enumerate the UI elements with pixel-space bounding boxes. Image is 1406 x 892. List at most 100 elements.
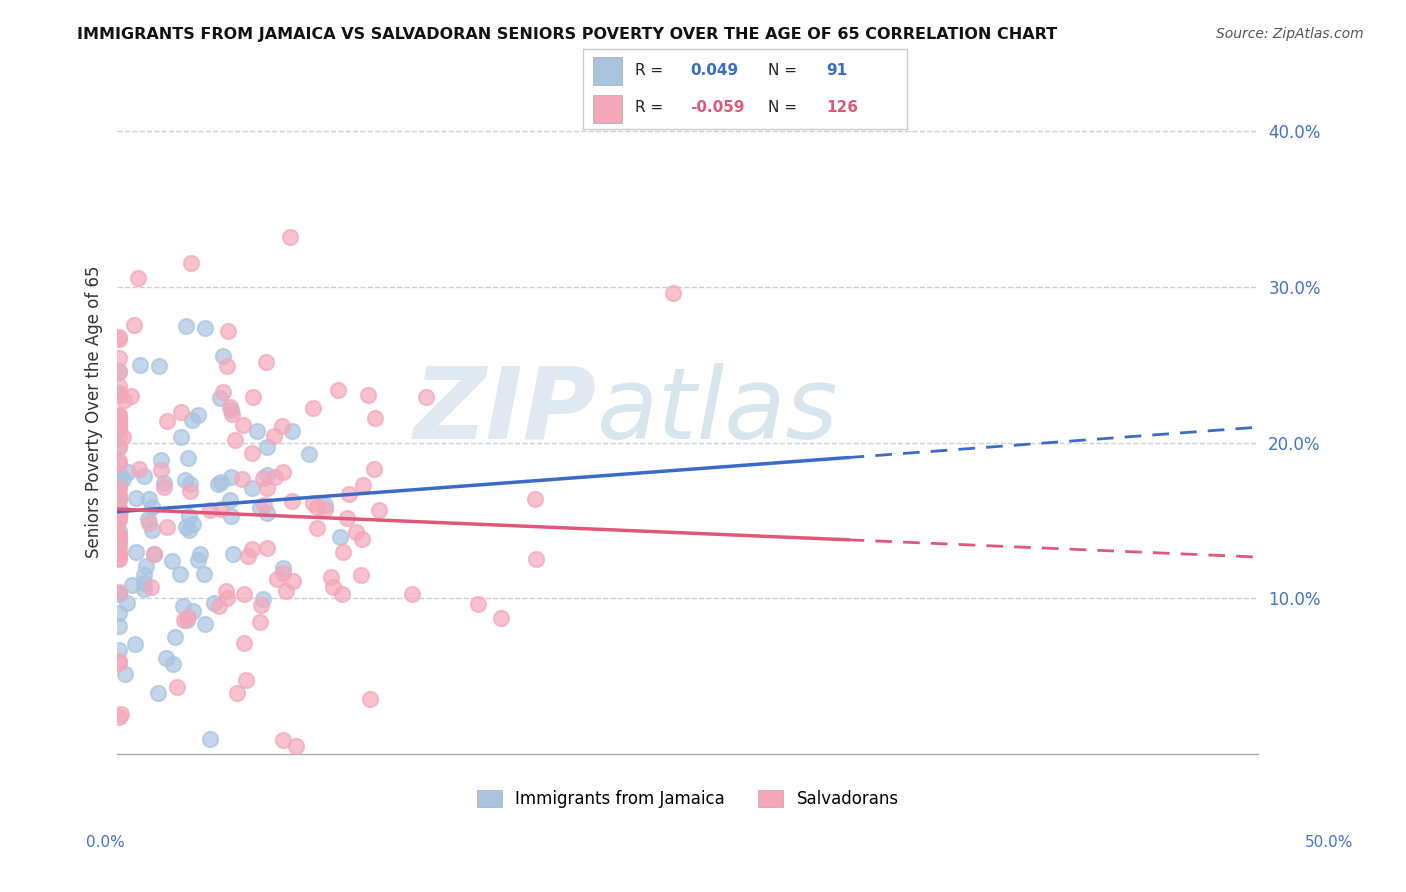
Text: Source: ZipAtlas.com: Source: ZipAtlas.com bbox=[1216, 27, 1364, 41]
Point bbox=[162, 657, 184, 671]
Point bbox=[219, 402, 242, 417]
Point bbox=[415, 390, 437, 404]
Text: N =: N = bbox=[768, 100, 801, 115]
Point bbox=[211, 349, 233, 363]
Point bbox=[209, 475, 232, 490]
Point bbox=[125, 545, 148, 559]
Point bbox=[108, 537, 131, 551]
Point bbox=[108, 546, 131, 560]
Point bbox=[283, 574, 305, 588]
Point bbox=[108, 585, 131, 599]
Point bbox=[108, 475, 131, 490]
Point bbox=[193, 567, 215, 582]
Point bbox=[242, 390, 264, 404]
Point bbox=[179, 483, 201, 498]
Point bbox=[177, 450, 200, 465]
Text: -0.059: -0.059 bbox=[690, 100, 745, 115]
Point bbox=[179, 477, 201, 491]
Point bbox=[132, 469, 155, 483]
Point bbox=[332, 544, 354, 558]
Point bbox=[219, 470, 242, 484]
Point bbox=[256, 506, 278, 520]
Text: R =: R = bbox=[636, 63, 668, 78]
Point bbox=[108, 491, 131, 505]
Point bbox=[108, 386, 131, 401]
Point bbox=[181, 517, 204, 532]
Text: 0.049: 0.049 bbox=[690, 63, 738, 78]
Point bbox=[329, 530, 352, 544]
Point bbox=[336, 511, 359, 525]
Point bbox=[183, 604, 205, 618]
Point bbox=[524, 491, 547, 506]
Point bbox=[180, 255, 202, 269]
Point bbox=[173, 613, 195, 627]
Point bbox=[298, 447, 321, 461]
Point bbox=[242, 446, 264, 460]
Point bbox=[108, 619, 131, 633]
Point bbox=[108, 424, 131, 438]
Point bbox=[146, 686, 169, 700]
Point bbox=[152, 475, 174, 490]
Point bbox=[174, 520, 197, 534]
Point bbox=[179, 523, 201, 537]
Point bbox=[217, 324, 239, 338]
Point bbox=[142, 547, 165, 561]
Point bbox=[524, 552, 547, 566]
Point bbox=[108, 506, 131, 520]
Point bbox=[249, 615, 271, 629]
Point bbox=[256, 440, 278, 454]
Point bbox=[108, 533, 131, 548]
Point bbox=[136, 512, 159, 526]
Point bbox=[108, 551, 131, 566]
Point bbox=[135, 558, 157, 573]
Point bbox=[108, 643, 131, 657]
Text: 50.0%: 50.0% bbox=[1305, 836, 1353, 850]
Point bbox=[177, 610, 200, 624]
Point bbox=[194, 321, 217, 335]
Point bbox=[108, 413, 131, 427]
Point bbox=[108, 501, 131, 516]
Point bbox=[108, 440, 131, 454]
Point bbox=[108, 587, 131, 601]
Point bbox=[489, 611, 512, 625]
Point bbox=[108, 530, 131, 544]
Point bbox=[148, 359, 170, 373]
Point bbox=[108, 540, 131, 554]
Point bbox=[208, 392, 231, 406]
Text: 91: 91 bbox=[827, 63, 848, 78]
Point bbox=[108, 530, 131, 544]
Point bbox=[132, 576, 155, 591]
Point bbox=[112, 430, 135, 444]
Point bbox=[252, 591, 274, 606]
Point bbox=[224, 434, 246, 448]
Point bbox=[108, 409, 131, 423]
Point bbox=[256, 541, 278, 555]
Point bbox=[108, 487, 131, 501]
Point bbox=[127, 271, 149, 285]
Point bbox=[108, 415, 131, 429]
Point bbox=[235, 673, 257, 688]
Point bbox=[209, 502, 232, 516]
Point bbox=[108, 453, 131, 467]
Point bbox=[198, 731, 221, 746]
Point bbox=[661, 285, 683, 300]
Point bbox=[108, 547, 131, 561]
Point bbox=[218, 492, 240, 507]
Point bbox=[108, 418, 131, 433]
Point bbox=[233, 587, 256, 601]
Point bbox=[117, 465, 139, 479]
Point bbox=[253, 499, 276, 513]
Point bbox=[225, 686, 247, 700]
Point bbox=[305, 521, 328, 535]
Text: 126: 126 bbox=[827, 100, 858, 115]
Point bbox=[363, 462, 385, 476]
Point bbox=[108, 586, 131, 600]
Point bbox=[108, 379, 131, 393]
Point bbox=[280, 494, 302, 508]
Point bbox=[124, 637, 146, 651]
Point bbox=[238, 549, 260, 563]
Point bbox=[108, 490, 131, 504]
Point bbox=[114, 667, 136, 681]
Point bbox=[108, 364, 131, 378]
Point bbox=[177, 508, 200, 523]
